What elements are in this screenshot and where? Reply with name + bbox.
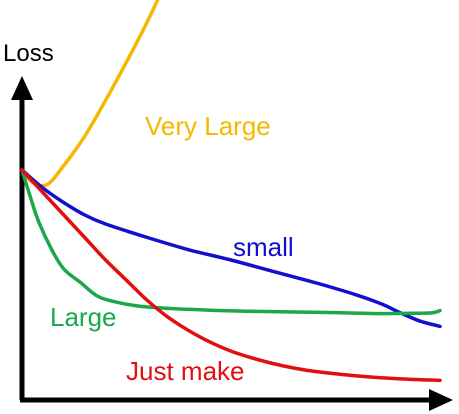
series-line-small — [20, 168, 442, 329]
series-lines — [20, 0, 442, 383]
series-label-large: Large — [50, 302, 117, 332]
series-labels: Very Large small Large Just make — [50, 111, 294, 386]
series-label-small: small — [233, 232, 294, 262]
series-label-very-large: Very Large — [145, 111, 271, 141]
y-axis-arrowhead — [11, 76, 33, 100]
axes — [11, 76, 453, 411]
x-axis-arrowhead — [429, 389, 453, 411]
series-line-very-large — [20, 0, 160, 188]
y-axis-label: Loss — [3, 40, 54, 67]
series-line-large — [20, 168, 442, 316]
series-line-just-make — [20, 168, 442, 383]
series-label-just-make: Just make — [126, 356, 245, 386]
